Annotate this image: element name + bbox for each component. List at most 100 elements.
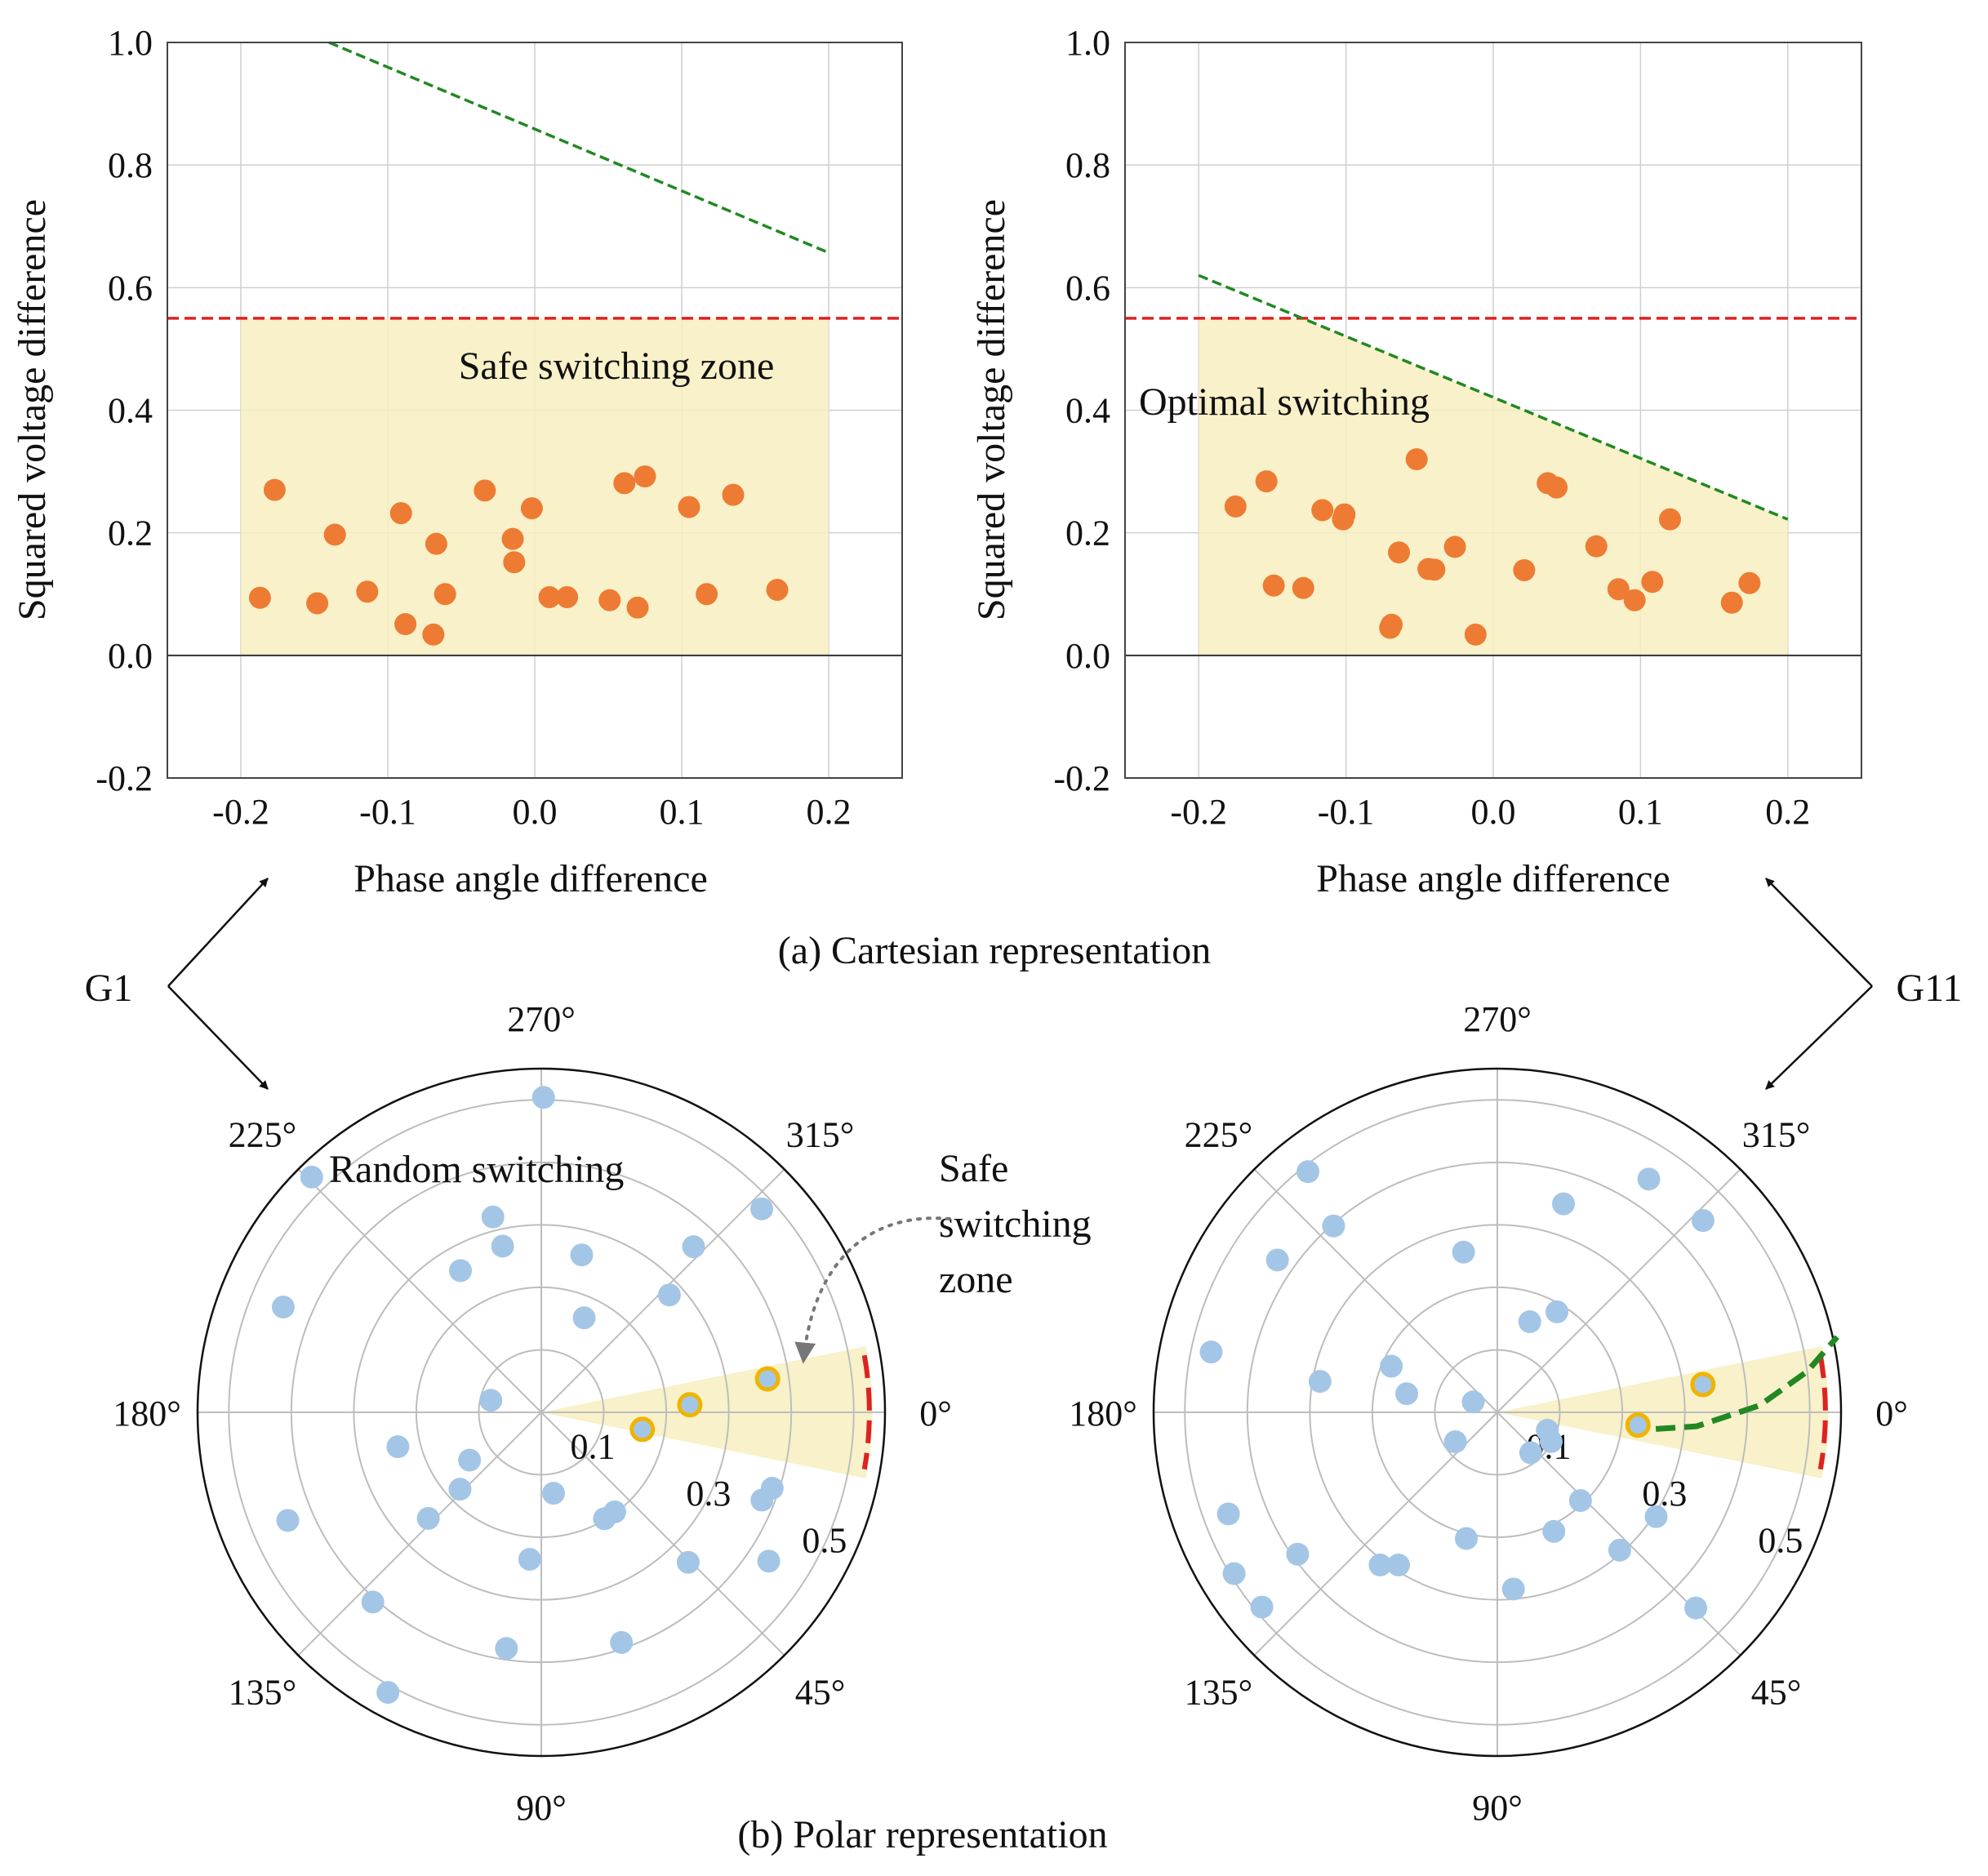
- angle-label: 180°: [1069, 1394, 1137, 1434]
- y-tick-label: 1.0: [108, 23, 153, 63]
- data-point: [556, 586, 579, 609]
- angle-label: 90°: [516, 1788, 567, 1828]
- data-point: [389, 502, 412, 525]
- angle-label: 0°: [1875, 1394, 1908, 1434]
- data-point: [1443, 1430, 1467, 1454]
- x-tick-label: 0.1: [660, 792, 705, 832]
- data-point: [1308, 1370, 1332, 1394]
- y-tick-label: 0.4: [1065, 391, 1110, 431]
- angle-label: 180°: [113, 1394, 181, 1434]
- data-point: [1262, 574, 1285, 597]
- plot-frame: [1124, 42, 1862, 779]
- data-point: [1464, 623, 1487, 646]
- plot-frame: [167, 42, 903, 779]
- voltage-limit-arc: [1817, 1354, 1828, 1470]
- g11-arrow-down: [1765, 985, 1873, 1090]
- angle-label: 270°: [507, 999, 576, 1039]
- cartesian-chart-g11: -0.2 -0.1 0.0 0.1 0.2 -0.2 0.0 0.2 0.4 0.6 0.8 1.0 P…: [970, 23, 1862, 900]
- ring-label: 0.5: [1758, 1520, 1803, 1560]
- polar-chart-g1: 0.1 0.3 0.5 0° 45° 90° 135° 180° 225° 270° 315° Ran…: [113, 999, 952, 1828]
- angle-label: 315°: [1742, 1114, 1811, 1154]
- data-point: [531, 1086, 555, 1109]
- ring-label: 0.1: [570, 1427, 615, 1467]
- y-axis-label: Squared voltage difference: [11, 199, 54, 620]
- optimal-switching-zone: [1199, 318, 1788, 656]
- angle-label: 315°: [786, 1114, 855, 1154]
- data-point: [1395, 1382, 1419, 1406]
- data-point: [1568, 1489, 1592, 1513]
- data-point: [376, 1681, 400, 1705]
- data-point: [491, 1234, 514, 1258]
- panel-b-caption: (b) Polar representation: [737, 1813, 1107, 1856]
- cartesian-chart-g1: -0.2 -0.1 0.0 0.1 0.2 -0.2 0.0 0.2 0.4 0.6 0.8 1.0 P…: [11, 23, 903, 900]
- data-point: [271, 1296, 295, 1319]
- data-point: [657, 1283, 681, 1307]
- x-tick-label: 0.2: [1765, 792, 1810, 832]
- switching-boundary-line: [328, 41, 829, 255]
- data-point: [1585, 535, 1608, 558]
- highlighted-data-point: [1690, 1371, 1716, 1398]
- data-point: [626, 596, 649, 619]
- data-point: [416, 1506, 440, 1530]
- data-point: [1265, 1248, 1289, 1272]
- data-point: [1405, 448, 1428, 471]
- data-point: [1216, 1502, 1240, 1526]
- safe-zone-callout-line2: switching: [939, 1203, 1092, 1246]
- data-point: [1286, 1542, 1310, 1566]
- angle-label: 45°: [1751, 1673, 1802, 1713]
- angle-label: 270°: [1463, 999, 1532, 1039]
- data-point: [1536, 1418, 1559, 1442]
- angular-spoke: [297, 1168, 542, 1413]
- data-point: [518, 1548, 541, 1571]
- data-point: [1387, 1554, 1411, 1577]
- ring-label: 0.5: [802, 1520, 847, 1560]
- data-point: [1519, 1441, 1542, 1465]
- x-tick-label: 0.0: [1471, 792, 1516, 832]
- angle-label: 45°: [795, 1673, 846, 1713]
- data-point: [696, 583, 718, 606]
- safe-zone-callout-line3: zone: [939, 1258, 1013, 1301]
- data-point: [1222, 1562, 1246, 1585]
- data-point: [386, 1435, 410, 1459]
- y-tick-label: 0.0: [1065, 636, 1110, 676]
- data-point: [1637, 1167, 1661, 1191]
- data-point: [481, 1205, 505, 1229]
- data-point: [1443, 536, 1466, 558]
- polar-annotation: Random switching: [329, 1148, 624, 1191]
- safe-zone-callout-arrow: [794, 1216, 951, 1364]
- data-point: [1644, 1505, 1668, 1528]
- data-point: [603, 1500, 626, 1523]
- x-tick-label: 0.2: [807, 792, 852, 832]
- y-tick-label: 0.8: [108, 145, 153, 185]
- highlighted-data-point: [754, 1366, 781, 1392]
- data-point: [682, 1235, 705, 1259]
- data-point: [1296, 1160, 1320, 1184]
- angular-spoke: [1253, 1168, 1498, 1413]
- data-point: [1224, 495, 1247, 518]
- zone-annotation: Safe switching zone: [459, 345, 775, 388]
- data-point: [613, 472, 636, 495]
- data-point: [263, 478, 286, 501]
- data-point: [300, 1165, 323, 1189]
- angle-label: 90°: [1472, 1788, 1523, 1828]
- angular-spoke: [297, 1411, 542, 1656]
- data-point: [1250, 1595, 1274, 1619]
- data-point: [394, 613, 417, 636]
- panel-a-caption: (a) Cartesian representation: [778, 929, 1211, 972]
- optimal-switching-boundary: [1655, 1335, 1839, 1432]
- data-point: [572, 1306, 596, 1330]
- data-point: [1545, 1300, 1569, 1323]
- x-tick-label: -0.1: [1318, 792, 1375, 832]
- safe-zone-callout-line1: Safe: [939, 1147, 1008, 1190]
- x-tick-label: -0.2: [1170, 792, 1227, 832]
- highlighted-data-point: [629, 1416, 656, 1443]
- g1-arrow-down: [167, 985, 269, 1090]
- data-point: [1608, 1538, 1631, 1562]
- data-point: [634, 465, 656, 488]
- data-point: [1368, 1554, 1392, 1577]
- ring-label: 0.3: [1642, 1474, 1687, 1514]
- g11-arrow-up: [1765, 878, 1873, 987]
- data-point: [425, 532, 447, 555]
- data-point: [501, 527, 524, 550]
- y-tick-label: 0.6: [108, 268, 153, 308]
